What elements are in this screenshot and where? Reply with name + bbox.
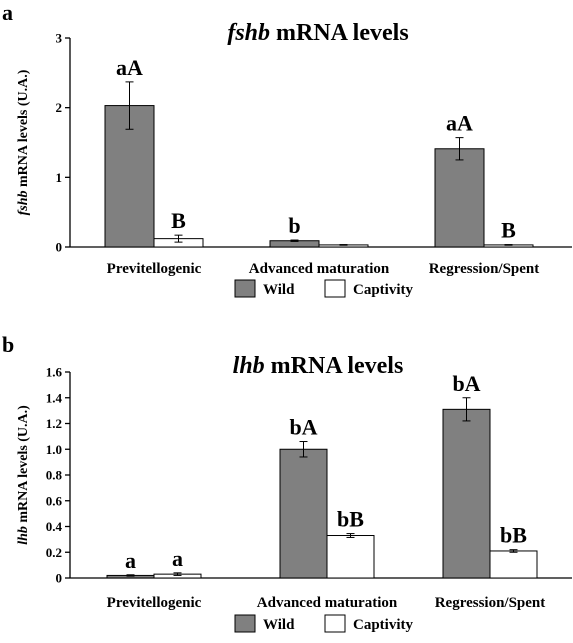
bar-wild: [434, 148, 485, 248]
significance-label: B: [171, 208, 186, 233]
significance-label: bA: [452, 371, 480, 396]
chart-title-gene: lhb: [233, 353, 265, 379]
significance-label: B: [501, 218, 516, 243]
y-axis-label-gene: fshb: [16, 191, 31, 216]
y-tick-label: 1: [56, 170, 63, 185]
x-tick-label: Regression/Spent: [435, 595, 546, 611]
y-tick-label: 0.6: [46, 493, 63, 508]
y-axis-label-gene: lhb: [16, 526, 31, 545]
significance-label: bA: [289, 415, 317, 440]
x-tick-label: Previtellogenic: [107, 595, 202, 611]
y-tick-label: 2: [56, 100, 63, 115]
legend-swatch-captivity: [324, 614, 346, 633]
y-axis-label-text: mRNA levels (U.A.): [16, 405, 31, 526]
y-tick-label: 1.6: [46, 365, 63, 380]
significance-label: aA: [446, 111, 473, 136]
y-tick-label: 0.2: [46, 545, 62, 560]
y-tick-label: 0.8: [46, 468, 63, 483]
legend-label-captivity: Captivity: [353, 282, 414, 298]
y-axis-label: fshb mRNA levels (U.A.): [16, 69, 31, 215]
x-tick-label: Advanced maturation: [257, 595, 398, 611]
panel-letter: b: [2, 332, 14, 357]
y-tick-label: 0.4: [46, 519, 63, 534]
y-tick-label: 3: [56, 31, 63, 46]
y-tick-label: 0: [56, 240, 63, 255]
chart-title-text: mRNA levels: [265, 353, 404, 379]
bar-captivity: [489, 550, 538, 579]
legend-swatch-wild: [234, 279, 256, 298]
x-tick-label: Previtellogenic: [107, 261, 202, 277]
panel-letter: a: [2, 0, 13, 25]
bar-wild: [442, 408, 491, 579]
bar-wild: [279, 448, 328, 579]
legend-label-wild: Wild: [263, 617, 295, 633]
y-tick-label: 0: [56, 571, 63, 586]
significance-label: a: [172, 546, 183, 571]
y-tick-label: 1.4: [46, 390, 63, 405]
significance-label: aA: [116, 55, 143, 80]
significance-label: bB: [500, 523, 527, 548]
bar-captivity: [326, 535, 375, 579]
y-tick-label: 1.2: [46, 416, 62, 431]
significance-label: a: [125, 548, 136, 573]
significance-label: b: [288, 213, 300, 238]
legend-swatch-wild: [234, 614, 256, 633]
legend-label-wild: Wild: [263, 282, 295, 298]
legend-swatch-captivity: [324, 279, 346, 298]
legend-label-captivity: Captivity: [353, 617, 414, 633]
chart-title: lhb mRNA levels: [233, 353, 404, 379]
y-axis-label-text: mRNA levels (U.A.): [16, 69, 31, 190]
chart-title-text: mRNA levels: [270, 20, 409, 46]
x-tick-label: Advanced maturation: [249, 261, 390, 277]
chart-title-gene: fshb: [227, 20, 270, 46]
chart-title: fshb mRNA levels: [227, 20, 408, 46]
significance-label: bB: [337, 507, 364, 532]
y-tick-label: 1.0: [46, 442, 62, 457]
x-tick-label: Regression/Spent: [429, 261, 540, 277]
y-axis-label: lhb mRNA levels (U.A.): [16, 405, 31, 545]
